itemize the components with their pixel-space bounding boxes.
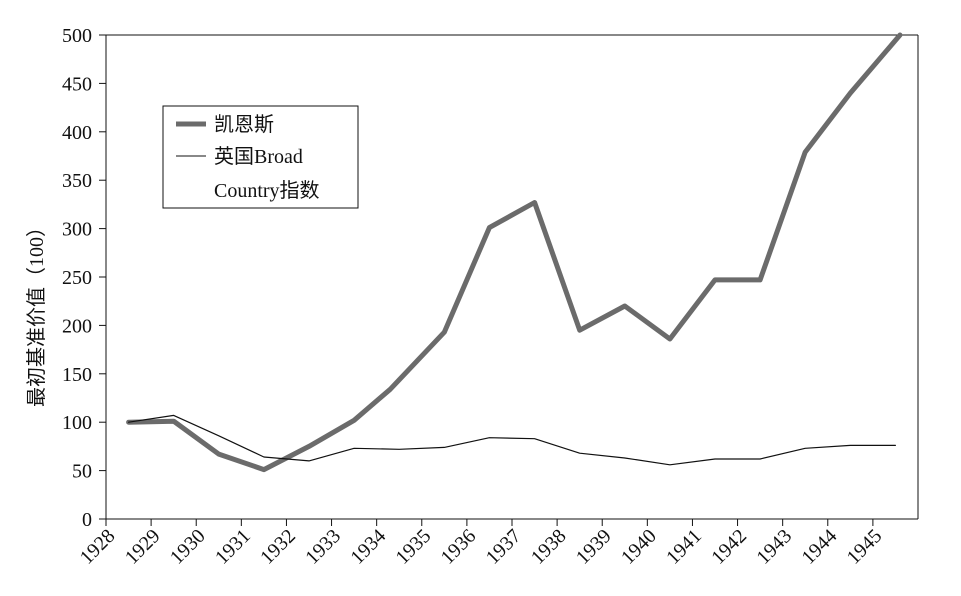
x-tick-label: 1942 bbox=[707, 525, 751, 569]
series-layer bbox=[126, 32, 903, 473]
legend-label-broad-country-line2: Country指数 bbox=[214, 179, 320, 202]
x-tick-label: 1930 bbox=[166, 525, 210, 569]
x-tick-label: 1935 bbox=[391, 525, 435, 569]
x-tick-label: 1940 bbox=[617, 525, 661, 569]
x-tick-label: 1944 bbox=[797, 525, 841, 569]
y-tick-label: 300 bbox=[62, 219, 92, 241]
y-tick-label: 400 bbox=[62, 122, 92, 144]
series-line-keynes bbox=[126, 32, 903, 473]
x-tick-label: 1936 bbox=[437, 525, 481, 569]
y-tick-label: 150 bbox=[62, 364, 92, 386]
series-line-broad-country bbox=[128, 414, 897, 466]
x-tick-label: 1933 bbox=[301, 525, 345, 569]
x-tick-label: 1934 bbox=[346, 525, 390, 569]
y-tick-label: 200 bbox=[62, 315, 92, 337]
x-tick-label: 1931 bbox=[211, 525, 255, 569]
y-tick-label: 100 bbox=[62, 412, 92, 434]
x-tick-label: 1928 bbox=[76, 525, 120, 569]
x-tick-label: 1932 bbox=[256, 525, 300, 569]
y-tick-label: 350 bbox=[62, 170, 92, 192]
legend-label-keynes: 凯恩斯 bbox=[214, 113, 274, 136]
y-tick-label: 250 bbox=[62, 267, 92, 289]
x-tick-label: 1943 bbox=[752, 525, 796, 569]
legend: 凯恩斯 英国Broad Country指数 bbox=[162, 105, 359, 209]
x-tick-label: 1929 bbox=[121, 525, 165, 569]
y-tick-label: 500 bbox=[62, 25, 92, 47]
y-tick-label: 450 bbox=[62, 73, 92, 95]
x-ticks: 1928 1929 1930 1931 1932 1933 1934 1935 1936 1937… bbox=[76, 519, 887, 569]
x-tick-label: 1937 bbox=[482, 525, 526, 569]
legend-label-broad-country-line1: 英国Broad bbox=[214, 145, 303, 168]
y-ticks: 0 50 100 150 200 250 300 350 400 450 500 bbox=[62, 25, 106, 531]
y-tick-label: 50 bbox=[72, 461, 92, 483]
x-tick-label: 1939 bbox=[572, 525, 616, 569]
y-tick-label: 0 bbox=[82, 509, 92, 531]
y-axis-label: 最初基准价值（100） bbox=[25, 217, 48, 407]
x-tick-label: 1945 bbox=[843, 525, 887, 569]
x-tick-label: 1938 bbox=[527, 525, 571, 569]
x-tick-label: 1941 bbox=[662, 525, 706, 569]
